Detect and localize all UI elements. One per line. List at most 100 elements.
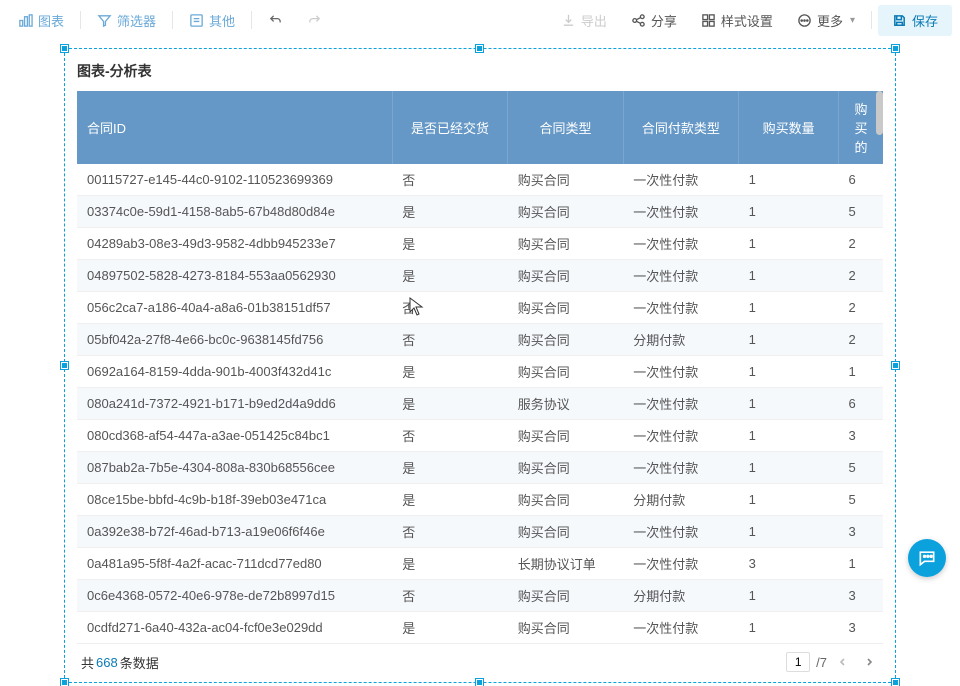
page-input[interactable] [786,652,810,672]
table-cell: 1 [739,516,839,548]
table-cell: 购买合同 [508,196,623,228]
table-cell: 一次性付款 [623,356,738,388]
table-cell: 购买合同 [508,612,623,644]
table-row[interactable]: 080a241d-7372-4921-b171-b9ed2d4a9dd6是服务协… [77,388,883,420]
table-cell: 080a241d-7372-4921-b171-b9ed2d4a9dd6 [77,388,392,420]
col-header-type[interactable]: 合同类型 [508,91,623,164]
table-cell: 1 [739,196,839,228]
col-header-delivered[interactable]: 是否已经交货 [392,91,507,164]
filter-icon [97,13,112,28]
table-row[interactable]: 087bab2a-7b5e-4304-808a-830b68556cee是购买合… [77,452,883,484]
selected-widget[interactable]: 图表-分析表 合同ID 是否已经交货 合同类型 合同付款类型 购买数量 购买的 … [64,48,896,683]
table-row[interactable]: 0c6e4368-0572-40e6-978e-de72b8997d15否购买合… [77,580,883,612]
col-header-qty[interactable]: 购买数量 [739,91,839,164]
more-button[interactable]: 更多 ▾ [787,6,865,35]
resize-handle[interactable] [61,679,68,686]
table-row[interactable]: 04289ab3-08e3-49d3-9582-4dbb945233e7是购买合… [77,228,883,260]
table-cell: 08ce15be-bbfd-4c9b-b18f-39eb03e471ca [77,484,392,516]
chevron-down-icon: ▾ [850,15,855,26]
save-button[interactable]: 保存 [878,5,952,36]
table-cell: 一次性付款 [623,420,738,452]
total-suffix: 条数据 [120,653,159,672]
table-cell: 是 [392,196,507,228]
table-cell: 分期付款 [623,580,738,612]
vertical-scrollbar[interactable] [876,91,883,644]
table-cell: 1 [739,388,839,420]
table-cell: 一次性付款 [623,388,738,420]
divider [251,11,252,29]
pager: /7 [786,652,879,672]
table-cell: 一次性付款 [623,452,738,484]
table-cell: 购买合同 [508,420,623,452]
table-row[interactable]: 04897502-5828-4273-8184-553aa0562930是购买合… [77,260,883,292]
table-cell: 购买合同 [508,580,623,612]
table-cell: 分期付款 [623,484,738,516]
table-cell: 1 [739,164,839,196]
table-cell: 03374c0e-59d1-4158-8ab5-67b48d80d84e [77,196,392,228]
table-cell: 1 [739,420,839,452]
table-row[interactable]: 0a481a95-5f8f-4a2f-acac-711dcd77ed80是长期协… [77,548,883,580]
table-row[interactable]: 080cd368-af54-447a-a3ae-051425c84bc1否购买合… [77,420,883,452]
table-cell: 否 [392,420,507,452]
other-icon [189,13,204,28]
other-menu[interactable]: 其他 [179,6,245,35]
resize-handle[interactable] [476,679,483,686]
filter-menu[interactable]: 筛选器 [87,6,166,35]
scrollbar-thumb[interactable] [876,91,883,135]
undo-button[interactable] [258,8,293,33]
chart-menu-label: 图表 [38,11,64,30]
share-button[interactable]: 分享 [621,6,687,35]
table-cell: 080cd368-af54-447a-a3ae-051425c84bc1 [77,420,392,452]
table-cell: 购买合同 [508,516,623,548]
table-cell: 是 [392,548,507,580]
table-cell: 是 [392,388,507,420]
table-cell: 购买合同 [508,260,623,292]
table-cell: 一次性付款 [623,516,738,548]
table-row[interactable]: 0cdfd271-6a40-432a-ac04-fcf0e3e029dd是购买合… [77,612,883,644]
col-header-id[interactable]: 合同ID [77,91,392,164]
table-cell: 服务协议 [508,388,623,420]
table-cell: 是 [392,612,507,644]
export-button[interactable]: 导出 [551,6,617,35]
resize-handle[interactable] [61,362,68,369]
table-row[interactable]: 00115727-e145-44c0-9102-110523699369否购买合… [77,164,883,196]
filter-menu-label: 筛选器 [117,11,156,30]
more-label: 更多 [817,11,843,30]
table-cell: 1 [739,228,839,260]
table-cell: 00115727-e145-44c0-9102-110523699369 [77,164,392,196]
redo-button[interactable] [297,8,332,33]
chart-menu[interactable]: 图表 [8,6,74,35]
table-cell: 一次性付款 [623,260,738,292]
export-icon [561,13,576,28]
resize-handle[interactable] [892,45,899,52]
table-cell: 购买合同 [508,228,623,260]
chat-fab[interactable] [908,539,946,577]
table-cell: 购买合同 [508,356,623,388]
table-cell: 1 [739,484,839,516]
table-row[interactable]: 08ce15be-bbfd-4c9b-b18f-39eb03e471ca是购买合… [77,484,883,516]
save-label: 保存 [912,11,938,30]
resize-handle[interactable] [892,362,899,369]
table-cell: 是 [392,484,507,516]
table-cell: 1 [739,324,839,356]
table-cell: 056c2ca7-a186-40a4-a8a6-01b38151df57 [77,292,392,324]
resize-handle[interactable] [476,45,483,52]
table-row[interactable]: 056c2ca7-a186-40a4-a8a6-01b38151df57否购买合… [77,292,883,324]
table-cell: 087bab2a-7b5e-4304-808a-830b68556cee [77,452,392,484]
table-row[interactable]: 03374c0e-59d1-4158-8ab5-67b48d80d84e是购买合… [77,196,883,228]
table-row[interactable]: 05bf042a-27f8-4e66-bc0c-9638145fd756否购买合… [77,324,883,356]
table-row[interactable]: 0a392e38-b72f-46ad-b713-a19e06f6f46e否购买合… [77,516,883,548]
page-prev-button[interactable] [833,652,853,672]
table-row[interactable]: 0692a164-8159-4dda-901b-4003f432d41c是购买合… [77,356,883,388]
table-cell: 05bf042a-27f8-4e66-bc0c-9638145fd756 [77,324,392,356]
resize-handle[interactable] [892,679,899,686]
table-cell: 1 [739,260,839,292]
page-next-button[interactable] [859,652,879,672]
table-header-row: 合同ID 是否已经交货 合同类型 合同付款类型 购买数量 购买的 [77,91,883,164]
style-button[interactable]: 样式设置 [691,6,783,35]
table-cell: 购买合同 [508,164,623,196]
table-cell: 1 [739,580,839,612]
table-cell: 04897502-5828-4273-8184-553aa0562930 [77,260,392,292]
col-header-pay[interactable]: 合同付款类型 [623,91,738,164]
resize-handle[interactable] [61,45,68,52]
